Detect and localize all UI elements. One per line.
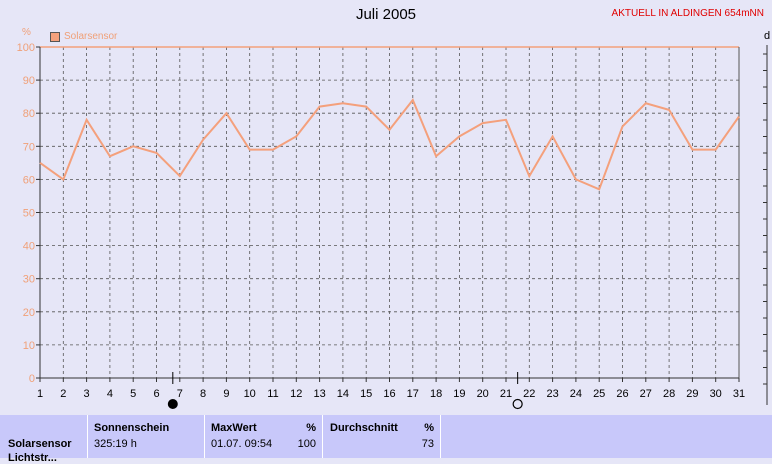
y-tick-label: 60: [23, 174, 35, 186]
x-tick-label: 29: [686, 388, 698, 400]
x-tick-label: 6: [153, 388, 159, 400]
x-tick-label: 12: [290, 388, 302, 400]
summary-table: Solarsensor Lichtstr... Sonnenschein 325…: [0, 415, 772, 458]
x-tick-label: 19: [453, 388, 465, 400]
x-tick-label: 27: [640, 388, 652, 400]
x-tick-label: 9: [223, 388, 229, 400]
x-tick-label: 16: [383, 388, 395, 400]
y-tick-label: 20: [23, 307, 35, 319]
legend: Solarsensor: [50, 31, 117, 42]
x-tick-label: 30: [710, 388, 722, 400]
x-tick-label: 4: [107, 388, 113, 400]
x-tick-label: 28: [663, 388, 675, 400]
y-axis-unit-label: %: [22, 27, 31, 38]
x-tick-label: 15: [360, 388, 372, 400]
y-tick-label: 70: [23, 141, 35, 153]
y-tick-label: 90: [23, 75, 35, 87]
maxwert-header: MaxWert: [211, 422, 257, 434]
x-tick-label: 2: [60, 388, 66, 400]
x-tick-label: 21: [500, 388, 512, 400]
y-tick-label: 30: [23, 274, 35, 286]
maxwert-time: 01.07. 09:54: [211, 438, 272, 450]
maxwert-unit: %: [306, 422, 316, 434]
x-tick-label: 3: [84, 388, 90, 400]
x-tick-label: 23: [546, 388, 558, 400]
x-tick-label: 20: [477, 388, 489, 400]
x-tick-label: 7: [177, 388, 183, 400]
x-tick-label: 1: [37, 388, 43, 400]
right-edge-ticks: [763, 45, 767, 405]
y-tick-label: 50: [23, 208, 35, 220]
y-tick-label: 0: [29, 373, 35, 385]
x-tick-label: 10: [244, 388, 256, 400]
x-tick-label: 31: [733, 388, 745, 400]
y-tick-label: 10: [23, 340, 35, 352]
right-edge-label: d: [764, 30, 770, 42]
summary-empty: [441, 415, 772, 458]
x-tick-label: 25: [593, 388, 605, 400]
row-label-solarsensor: Solarsensor: [8, 438, 72, 450]
x-tick-label: 13: [313, 388, 325, 400]
x-tick-label: 26: [616, 388, 628, 400]
durchschnitt-header: Durchschnitt: [330, 422, 398, 434]
durchschnitt-unit: %: [424, 422, 434, 434]
sonnenschein-value: 325:19 h: [94, 438, 137, 450]
grid-lines: [40, 47, 739, 378]
x-tick-label: 17: [407, 388, 419, 400]
sonnenschein-header: Sonnenschein: [94, 422, 169, 434]
x-tick-label: 8: [200, 388, 206, 400]
maxwert-value: 100: [298, 438, 316, 450]
row-label-lichtstaerke: Lichtstr...: [8, 452, 57, 464]
y-axis-ticks: 0 10 20 30 40 50 60 70 80 90 100: [17, 42, 40, 385]
full-moon-icon: [513, 400, 522, 409]
y-tick-label: 80: [23, 108, 35, 120]
summary-maxwert: MaxWert % 01.07. 09:54 100: [205, 415, 323, 458]
legend-label-solarsensor: Solarsensor: [64, 31, 117, 42]
summary-durchschnitt: Durchschnitt % 73: [323, 415, 441, 458]
y-tick-label: 40: [23, 241, 35, 253]
x-tick-label: 18: [430, 388, 442, 400]
summary-row-labels: Solarsensor Lichtstr...: [0, 415, 88, 458]
station-label: AKTUELL IN ALDINGEN 654mNN: [612, 8, 764, 19]
y-tick-label: 100: [17, 42, 35, 54]
durchschnitt-value: 73: [422, 438, 434, 450]
legend-swatch-solarsensor: [50, 32, 60, 42]
summary-sonnenschein: Sonnenschein 325:19 h: [88, 415, 205, 458]
x-tick-label: 11: [267, 388, 278, 400]
x-tick-label: 24: [570, 388, 582, 400]
new-moon-icon: [168, 400, 177, 409]
x-tick-label: 14: [337, 388, 349, 400]
x-tick-label: 5: [130, 388, 136, 400]
x-tick-label: 22: [523, 388, 535, 400]
